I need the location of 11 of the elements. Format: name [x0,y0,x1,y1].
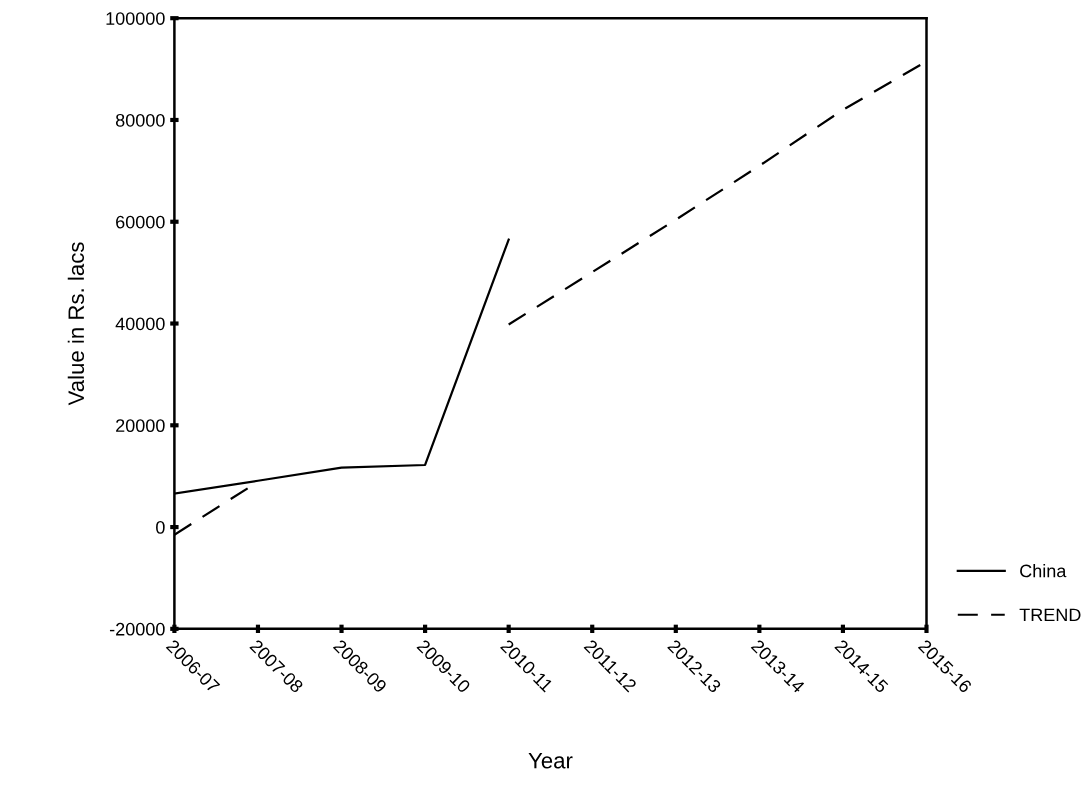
x-axis-title: Year [528,753,573,769]
legend-label: TREND [1019,608,1081,622]
y-tick-label: 0 [156,521,165,534]
y-tick-label: 80000 [115,113,165,127]
y-axis-title: Value in Rs. lacs [67,242,85,406]
legend-label: China [1020,564,1067,578]
y-tick-label: 40000 [115,317,165,331]
y-tick-label: 60000 [116,215,165,229]
y-tick-label: 100000 [106,12,165,25]
y-tick-label: -20000 [109,622,165,636]
y-tick-label: 20000 [116,419,165,433]
